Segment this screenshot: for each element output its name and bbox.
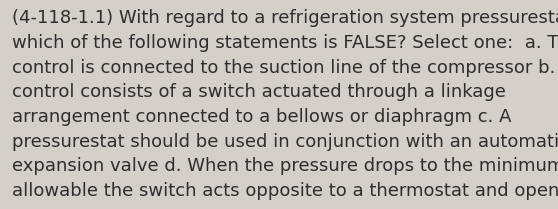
Text: pressurestat should be used in conjunction with an automatic: pressurestat should be used in conjuncti… [12, 133, 558, 151]
Text: expansion valve d. When the pressure drops to the minimum: expansion valve d. When the pressure dro… [12, 157, 558, 175]
Text: control consists of a switch actuated through a linkage: control consists of a switch actuated th… [12, 83, 506, 101]
Text: arrangement connected to a bellows or diaphragm c. A: arrangement connected to a bellows or di… [12, 108, 512, 126]
Text: which of the following statements is FALSE? Select one:  a. The: which of the following statements is FAL… [12, 34, 558, 52]
Text: allowable the switch acts opposite to a thermostat and opens: allowable the switch acts opposite to a … [12, 182, 558, 200]
Text: (4-118-1.1) With regard to a refrigeration system pressurestat,: (4-118-1.1) With regard to a refrigerati… [12, 9, 558, 27]
Text: control is connected to the suction line of the compressor b. The: control is connected to the suction line… [12, 59, 558, 77]
